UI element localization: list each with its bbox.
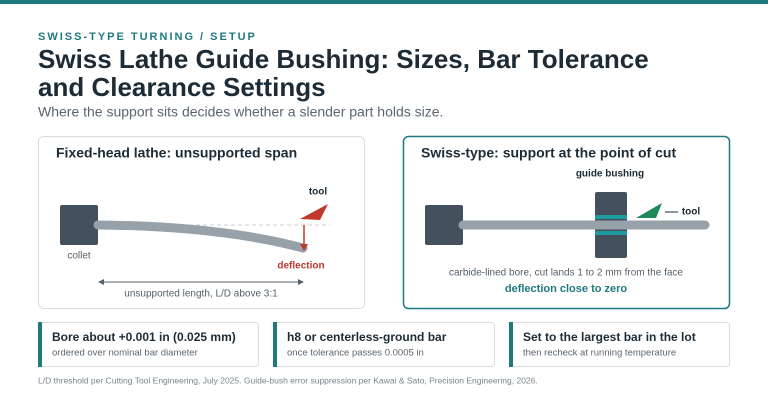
tool	[300, 204, 328, 220]
eyebrow: SWISS-TYPE TURNING / SETUP	[38, 31, 257, 43]
carbide-lining	[595, 231, 627, 235]
tool-label: tool	[309, 187, 328, 198]
collet	[60, 205, 98, 245]
card-text: once tolerance passes 0.0005 in	[287, 348, 424, 359]
card-text: then recheck at running temperature	[523, 348, 676, 359]
card-accent	[509, 322, 513, 367]
tool-label: tool	[682, 207, 701, 218]
panel	[38, 136, 365, 309]
arrow-head	[98, 279, 104, 285]
card-title: Bore about +0.001 in (0.025 mm)	[52, 330, 236, 344]
card: Set to the largest bar in the lot then r…	[509, 322, 730, 367]
panel-title: Swiss-type: support at the point of cut	[421, 145, 676, 161]
bushing-note: carbide-lined bore, cut lands 1 to 2 mm …	[449, 268, 683, 279]
card-box	[38, 322, 259, 367]
bar	[93, 220, 308, 253]
span-label: unsupported length, L/D above 3:1	[124, 289, 278, 300]
card-title: Set to the largest bar in the lot	[523, 330, 696, 344]
top-bar	[0, 0, 768, 4]
subtitle: Where the support sits decides whether a…	[38, 104, 443, 120]
card-box	[509, 322, 730, 367]
card-accent	[38, 322, 42, 367]
title: Swiss Lathe Guide Bushing: Sizes, Bar To…	[38, 44, 649, 74]
title: and Clearance Settings	[38, 72, 326, 102]
card-text: ordered over nominal bar diameter	[52, 348, 198, 359]
card-title: h8 or centerless-ground bar	[287, 330, 447, 344]
bushing-label: guide bushing	[576, 169, 644, 180]
card: Bore about +0.001 in (0.025 mm) ordered …	[38, 322, 259, 367]
collet	[425, 205, 463, 245]
tool	[636, 203, 662, 218]
card-box	[273, 322, 495, 367]
arrow-head	[300, 244, 308, 251]
panel-title: Fixed-head lathe: unsupported span	[56, 145, 297, 161]
card-accent	[273, 322, 277, 367]
card: h8 or centerless-ground bar once toleran…	[273, 322, 495, 367]
carbide-lining	[595, 215, 627, 219]
deflection-label: deflection	[277, 261, 324, 272]
result-label: deflection close to zero	[505, 283, 628, 295]
footer: L/D threshold per Cutting Tool Engineeri…	[38, 375, 538, 385]
collet-label: collet	[67, 251, 91, 262]
arrow-head	[298, 279, 304, 285]
